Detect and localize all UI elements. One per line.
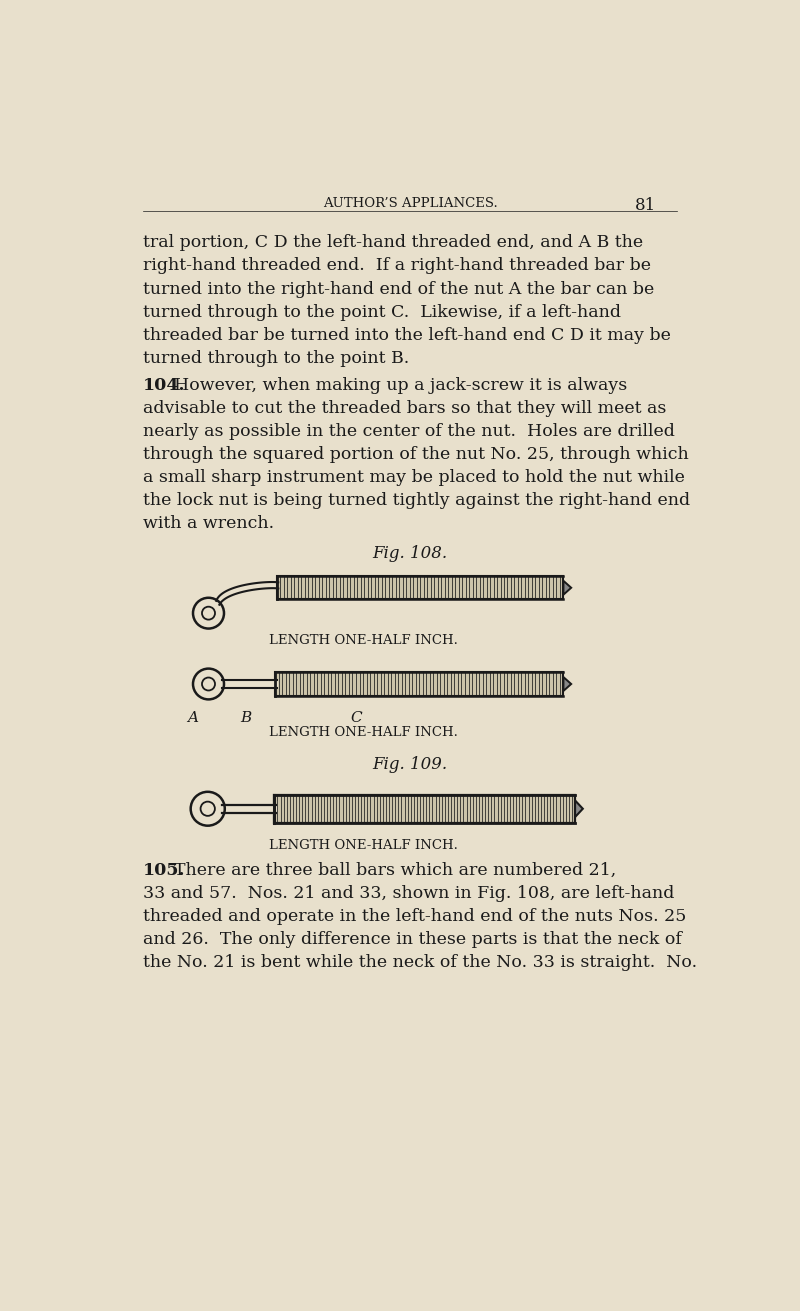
Text: threaded bar be turned into the left-hand end C D it may be: threaded bar be turned into the left-han… — [142, 326, 670, 343]
Text: tral portion, C D the left-hand threaded end, and A B the: tral portion, C D the left-hand threaded… — [142, 235, 642, 252]
Text: There are three ball bars which are numbered 21,: There are three ball bars which are numb… — [174, 861, 616, 878]
Text: 104.: 104. — [142, 376, 185, 393]
Text: LENGTH ONE-HALF INCH.: LENGTH ONE-HALF INCH. — [269, 635, 458, 646]
Text: AUTHOR’S APPLIANCES.: AUTHOR’S APPLIANCES. — [322, 198, 498, 210]
Text: the No. 21 is bent while the neck of the No. 33 is straight.  No.: the No. 21 is bent while the neck of the… — [142, 954, 697, 971]
Text: through the squared portion of the nut No. 25, through which: through the squared portion of the nut N… — [142, 446, 688, 463]
Text: a small sharp instrument may be placed to hold the nut while: a small sharp instrument may be placed t… — [142, 469, 685, 486]
Text: nearly as possible in the center of the nut.  Holes are drilled: nearly as possible in the center of the … — [142, 423, 674, 440]
Text: 81: 81 — [634, 198, 656, 215]
Text: with a wrench.: with a wrench. — [142, 515, 274, 532]
Text: A: A — [187, 711, 198, 725]
Bar — [277, 577, 563, 599]
Text: LENGTH ONE-HALF INCH.: LENGTH ONE-HALF INCH. — [269, 726, 458, 739]
Text: C: C — [350, 711, 362, 725]
Text: 105.: 105. — [142, 861, 185, 878]
Circle shape — [190, 792, 225, 826]
Text: turned through to the point B.: turned through to the point B. — [142, 350, 409, 367]
Polygon shape — [563, 581, 571, 595]
Text: the lock nut is being turned tightly against the right-hand end: the lock nut is being turned tightly aga… — [142, 492, 690, 509]
Bar — [274, 794, 575, 822]
Text: However, when making up a jack-screw it is always: However, when making up a jack-screw it … — [174, 376, 627, 393]
Text: Fig. 108.: Fig. 108. — [373, 544, 447, 561]
Text: right-hand threaded end.  If a right-hand threaded bar be: right-hand threaded end. If a right-hand… — [142, 257, 650, 274]
Text: advisable to cut the threaded bars so that they will meet as: advisable to cut the threaded bars so th… — [142, 400, 666, 417]
Text: turned through to the point C.  Likewise, if a left-hand: turned through to the point C. Likewise,… — [142, 304, 621, 321]
Polygon shape — [563, 676, 571, 691]
Text: turned into the right-hand end of the nut A the bar can be: turned into the right-hand end of the nu… — [142, 281, 654, 298]
Text: Fig. 109.: Fig. 109. — [373, 755, 447, 772]
Bar — [275, 673, 563, 696]
Circle shape — [193, 598, 224, 628]
Text: and 26.  The only difference in these parts is that the neck of: and 26. The only difference in these par… — [142, 931, 682, 948]
Text: 33 and 57.  Nos. 21 and 33, shown in Fig. 108, are left-hand: 33 and 57. Nos. 21 and 33, shown in Fig.… — [142, 885, 674, 902]
Circle shape — [193, 669, 224, 699]
Text: B: B — [240, 711, 251, 725]
Text: LENGTH ONE-HALF INCH.: LENGTH ONE-HALF INCH. — [269, 839, 458, 852]
Polygon shape — [575, 801, 583, 817]
Text: threaded and operate in the left-hand end of the nuts Nos. 25: threaded and operate in the left-hand en… — [142, 909, 686, 926]
